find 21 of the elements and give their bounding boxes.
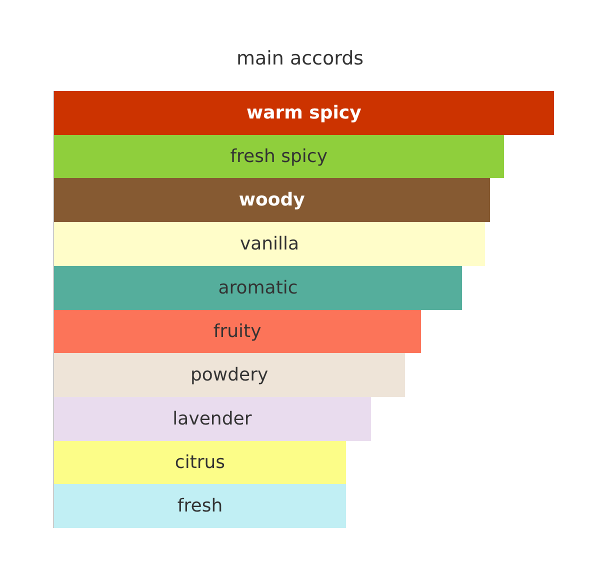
bar (54, 484, 346, 528)
bar (54, 397, 371, 441)
bar (54, 353, 405, 397)
bar (54, 222, 485, 266)
y-tick-label: lavender (172, 408, 252, 430)
y-tick-label: citrus (174, 452, 226, 473)
y-tick-label: powdery (190, 364, 269, 386)
y-tick-label: fresh (177, 496, 223, 516)
y-tick-label: fruity (213, 321, 262, 342)
chart-title: main accords (236, 48, 364, 70)
y-tick-label: warm spicy (246, 102, 362, 124)
bar (54, 310, 421, 353)
bar (54, 441, 346, 484)
y-tick-label: vanilla (240, 234, 300, 254)
bar (54, 266, 462, 310)
bar (54, 178, 490, 222)
y-tick-label: woody (238, 190, 306, 210)
bar (54, 91, 554, 135)
bar (54, 135, 504, 178)
y-tick-label: aromatic (218, 278, 298, 298)
y-tick-label: fresh spicy (230, 146, 328, 167)
